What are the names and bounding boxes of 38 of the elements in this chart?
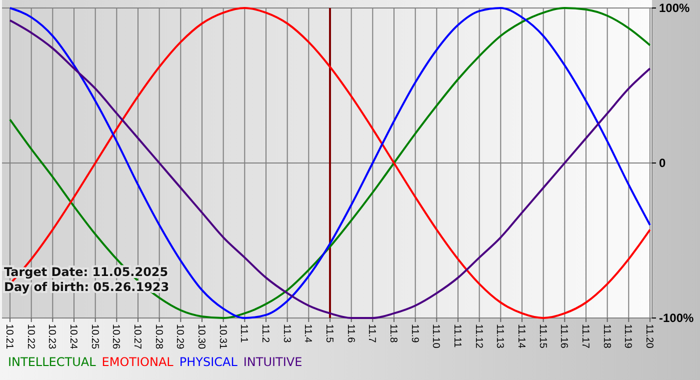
x-tick-label: 10.24 (68, 324, 78, 350)
x-tick-label: 11.12 (472, 324, 484, 349)
x-tick-label: 11.1 (238, 324, 250, 344)
x-tick-label: 11.18 (600, 324, 612, 349)
x-tick-label: 11.19 (622, 324, 634, 349)
x-tick-label: 11.20 (644, 324, 654, 349)
x-tick-label: 10.30 (196, 324, 206, 350)
x-tick-label: 11.16 (558, 324, 570, 349)
x-tick-label: 10.23 (46, 324, 58, 350)
x-tick-label: 11.9 (408, 324, 420, 344)
x-tick-label: 10.22 (24, 324, 36, 350)
x-tick-label: 10.29 (174, 324, 186, 350)
x-tick-label: 11.7 (366, 324, 378, 344)
x-tick-label: 10.26 (110, 324, 122, 350)
text: EMOTIONAL (102, 355, 174, 369)
x-tick-label: 11.14 (516, 324, 526, 349)
x-tick-label: 11.17 (580, 324, 590, 349)
x-tick-label: 11.13 (494, 324, 506, 349)
y-tick-label: 0 (659, 156, 666, 170)
x-tick-label: 10.31 (216, 324, 228, 350)
x-tick-label: 11.8 (388, 324, 398, 344)
x-tick-label: 11.5 (324, 324, 334, 344)
x-tick-label: 10.21 (4, 324, 14, 350)
x-tick-label: 10.25 (88, 324, 100, 350)
y-tick-label: 100% (659, 0, 690, 15)
x-tick-label: 11.2 (260, 324, 270, 344)
text: PHYSICAL (179, 355, 238, 369)
x-tick-label: 11.4 (302, 324, 314, 344)
y-tick-label: -100% (659, 310, 694, 325)
x-tick-label: 10.27 (132, 324, 142, 350)
x-tick-label: 11.10 (430, 324, 442, 349)
text: INTUITIVE (243, 355, 302, 369)
x-tick-label: 11.6 (344, 324, 356, 344)
text: INTELLECTUAL (8, 355, 96, 369)
x-tick-label: 11.11 (452, 324, 462, 348)
x-tick-label: 10.28 (152, 324, 164, 350)
x-tick-label: 11.3 (280, 324, 292, 344)
x-tick-label: 11.15 (536, 324, 548, 349)
